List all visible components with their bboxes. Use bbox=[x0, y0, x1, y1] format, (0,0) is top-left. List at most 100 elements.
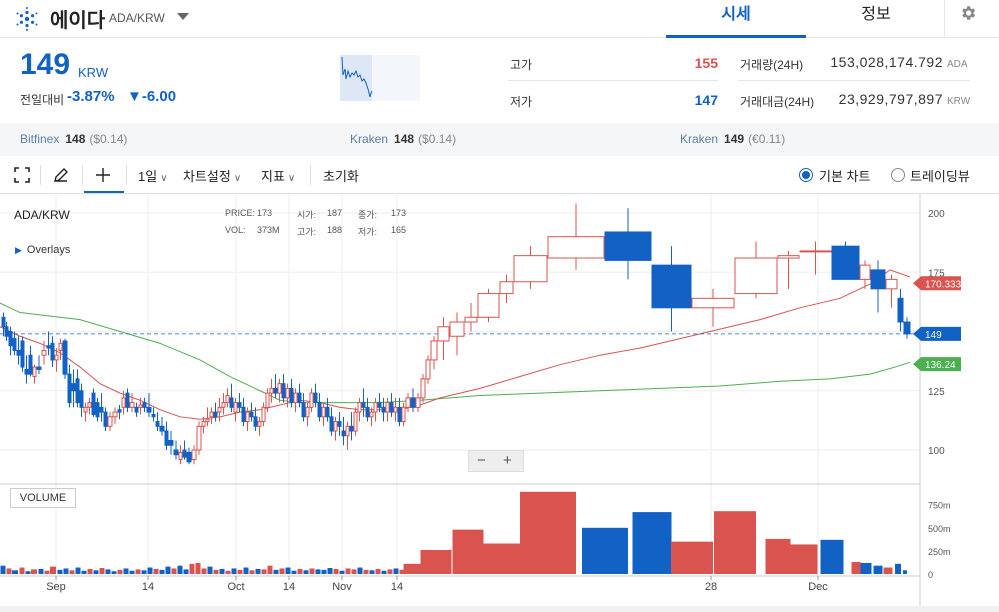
candle-body bbox=[168, 440, 174, 446]
volume-bar bbox=[297, 568, 303, 574]
indicators-dropdown[interactable]: 지표 ∨ bbox=[261, 166, 295, 185]
price-unit: KRW bbox=[78, 65, 109, 80]
candle-body bbox=[62, 340, 68, 375]
volume-bar bbox=[820, 539, 844, 574]
candle-body bbox=[107, 416, 113, 427]
low-label: 저가 bbox=[510, 95, 533, 109]
volume-bar bbox=[315, 569, 321, 574]
candle-body bbox=[4, 326, 9, 337]
volume-bar bbox=[403, 563, 425, 574]
candle-body bbox=[32, 366, 37, 378]
chevron-down-icon[interactable] bbox=[177, 13, 189, 20]
x-tick-label: Nov bbox=[332, 581, 352, 593]
volume-bar bbox=[38, 568, 44, 574]
chart-settings-dropdown[interactable]: 차트설정 ∨ bbox=[183, 166, 241, 185]
vol-value: 373M bbox=[257, 225, 280, 235]
candle-body bbox=[477, 293, 500, 318]
toolbar-separator bbox=[310, 165, 311, 185]
crosshair-button[interactable] bbox=[84, 156, 124, 193]
price-chart[interactable]: 200 175 125 100 750m 500m 250m 0 Sep 14 Oct 14 Nov 14… bbox=[0, 194, 999, 606]
top-bar: 에이다 ADA/KRW 시세 정보 bbox=[0, 0, 999, 38]
ma-short-price-tag-text: 170.333 bbox=[925, 279, 962, 290]
coin-symbol[interactable]: ADA/KRW bbox=[109, 11, 165, 25]
candle-body bbox=[415, 397, 421, 408]
volume-bar bbox=[476, 543, 524, 574]
candle-body bbox=[196, 425, 202, 451]
current-price: 149 bbox=[20, 48, 71, 81]
candle-body bbox=[349, 425, 354, 432]
candle-body bbox=[182, 449, 187, 458]
basic-chart-radio[interactable] bbox=[799, 168, 813, 182]
candle-body bbox=[71, 383, 76, 392]
tradingview-label[interactable]: 트레이딩뷰 bbox=[910, 169, 970, 184]
x-tick-label: Sep bbox=[46, 581, 66, 593]
volume-bar bbox=[123, 568, 129, 574]
open-label: 시가: bbox=[297, 210, 317, 220]
volume-bar bbox=[159, 569, 165, 574]
settings-button[interactable] bbox=[944, 0, 999, 38]
open-value: 187 bbox=[327, 208, 343, 218]
candle-body bbox=[241, 406, 246, 423]
basic-chart-label[interactable]: 기본 차트 bbox=[819, 169, 871, 184]
candle-body bbox=[8, 331, 13, 347]
volume-bar bbox=[177, 565, 183, 574]
ma-long-price-tag-text: 136.24 bbox=[925, 360, 956, 371]
candle-body bbox=[99, 406, 104, 413]
candle-body bbox=[138, 404, 143, 408]
candle-body bbox=[95, 402, 100, 418]
candle-body bbox=[12, 338, 17, 351]
candle-body bbox=[91, 392, 96, 415]
exchange-name: Kraken bbox=[350, 132, 389, 146]
tab-info[interactable]: 정보 bbox=[861, 6, 891, 23]
zoom-out-button[interactable]: − bbox=[477, 452, 486, 469]
candle-body bbox=[164, 430, 169, 446]
candle-body bbox=[897, 297, 904, 323]
exchange-item[interactable]: Bitfinex 148 ($0.14) bbox=[20, 132, 127, 146]
tradingview-radio[interactable] bbox=[891, 168, 905, 182]
candle-body bbox=[20, 340, 25, 368]
candle-body bbox=[401, 406, 406, 423]
candle-body bbox=[233, 402, 238, 413]
zoom-in-button[interactable]: + bbox=[503, 452, 512, 469]
candle-body bbox=[121, 397, 126, 408]
low-label: 저가: bbox=[358, 227, 378, 237]
candle-body bbox=[329, 416, 334, 432]
candle-body bbox=[317, 402, 322, 418]
pencil-icon[interactable] bbox=[52, 166, 70, 184]
y-tick-label: 125 bbox=[928, 387, 945, 398]
volume-bar bbox=[357, 567, 363, 574]
x-tick-label: 14 bbox=[283, 581, 295, 593]
fullscreen-icon[interactable] bbox=[14, 167, 30, 183]
candle-body bbox=[309, 392, 314, 408]
candle-body bbox=[604, 231, 652, 261]
candle-body bbox=[229, 397, 234, 408]
exchange-item[interactable]: Kraken 148 ($0.14) bbox=[350, 132, 456, 146]
high-value: 188 bbox=[327, 225, 343, 235]
candle-body bbox=[430, 340, 438, 361]
volume-bar bbox=[883, 567, 893, 574]
close-label: 종가: bbox=[358, 210, 378, 220]
ma-long-line bbox=[0, 302, 911, 404]
coin-name[interactable]: 에이다 bbox=[50, 10, 106, 32]
candle-body bbox=[146, 406, 152, 413]
zoom-control: − + bbox=[468, 450, 524, 472]
interval-dropdown[interactable]: 1일 ∨ bbox=[138, 166, 168, 185]
reset-button[interactable]: 초기화 bbox=[323, 169, 359, 184]
candle-body bbox=[50, 342, 55, 361]
volume-value: 153,028,174.792 bbox=[830, 54, 943, 70]
candle-body bbox=[885, 278, 898, 290]
crosshair-icon bbox=[96, 168, 110, 182]
volume-bar bbox=[363, 569, 369, 574]
candle-body bbox=[245, 411, 250, 423]
candle-body bbox=[799, 250, 832, 253]
candle-body bbox=[405, 397, 411, 408]
volume-bar bbox=[25, 571, 31, 574]
x-tick-label: 28 bbox=[705, 581, 717, 593]
tab-price[interactable]: 시세 bbox=[666, 0, 806, 38]
vol-tick-label: 750m bbox=[928, 501, 951, 511]
exchange-item[interactable]: Kraken 149 (€0.11) bbox=[680, 132, 785, 146]
candle-body bbox=[249, 411, 254, 418]
ma-short-line bbox=[0, 269, 911, 420]
volume-bar bbox=[31, 569, 37, 574]
overlays-toggle[interactable]: ▶ Overlays bbox=[15, 244, 70, 256]
